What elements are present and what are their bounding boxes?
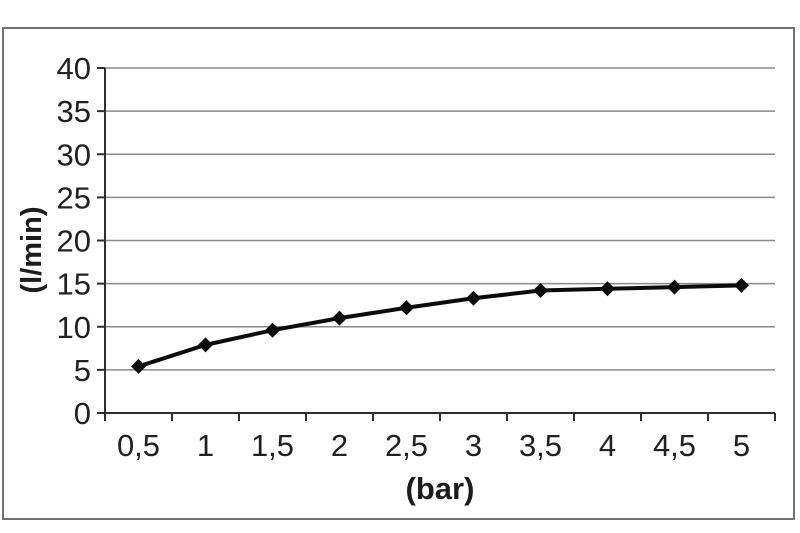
data-point-1 [198, 337, 213, 353]
x-axis-title: (bar) [405, 471, 475, 506]
y-tick-label-30: 30 [57, 137, 91, 172]
x-tick-label-7: 4 [599, 428, 616, 463]
y-tick-label-25: 25 [57, 180, 91, 215]
x-tick-label-8: 4,5 [653, 428, 696, 463]
chart-frame [2, 27, 795, 520]
series-line-flow-curve [136, 283, 744, 369]
data-point-4 [399, 300, 414, 316]
x-tick-label-1: 1 [197, 428, 214, 463]
y-tick-label-0: 0 [74, 396, 91, 431]
y-tick-label-35: 35 [57, 94, 91, 129]
x-tick-label-2: 1,5 [251, 428, 294, 463]
data-point-6 [533, 283, 548, 299]
x-tick-label-9: 5 [733, 428, 750, 463]
x-tick-label-4: 2,5 [385, 428, 428, 463]
x-tick-label-5: 3 [465, 428, 482, 463]
x-tick-label-0: 0,5 [117, 428, 160, 463]
data-point-8 [667, 279, 682, 295]
x-tick-label-3: 2 [331, 428, 348, 463]
y-tick-label-40: 40 [57, 51, 91, 86]
data-point-2 [265, 322, 280, 338]
data-point-3 [332, 310, 347, 326]
data-point-7 [600, 281, 615, 297]
y-tick-label-15: 15 [57, 267, 91, 302]
y-tick-label-10: 10 [57, 310, 91, 345]
data-point-5 [466, 290, 481, 306]
y-tick-label-5: 5 [74, 353, 91, 388]
data-point-0 [131, 358, 146, 374]
data-point-9 [734, 277, 749, 293]
y-tick-label-20: 20 [57, 224, 91, 259]
x-tick-label-6: 3,5 [519, 428, 562, 463]
y-axis-title: (l/min) [16, 206, 48, 294]
